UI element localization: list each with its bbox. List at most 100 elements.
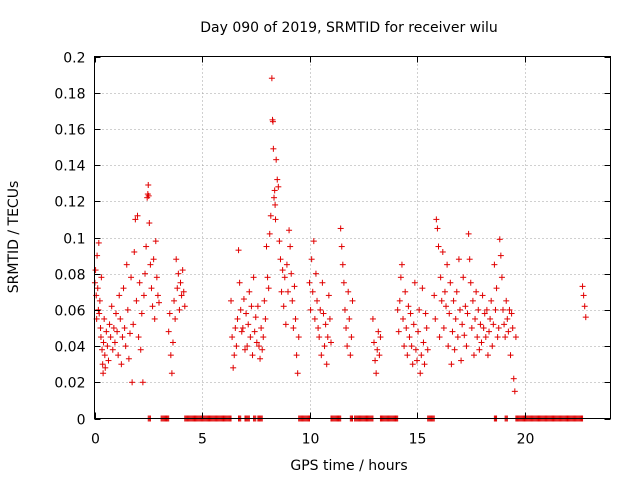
data-point: [139, 379, 146, 386]
data-point: [254, 303, 261, 310]
data-point: [103, 328, 110, 335]
data-point: [509, 325, 516, 331]
data-point: [488, 297, 495, 304]
data-point: [262, 315, 269, 322]
data-point: [432, 315, 439, 322]
data-point: [259, 346, 266, 353]
data-point: [460, 274, 467, 281]
data-point: [416, 306, 423, 313]
axis-ticks: 0 0.02 0.04 0.06 0.08 0.1 0.12 0.14 0.16 0.18 0.2 0…: [54, 51, 611, 448]
data-point: [401, 343, 408, 350]
data-point: [149, 303, 156, 310]
data-point: [271, 194, 278, 201]
data-point: [283, 261, 290, 268]
data-point: [580, 292, 587, 299]
data-point: [253, 339, 260, 346]
data-point: [145, 192, 152, 199]
data-point: [147, 261, 154, 268]
data-point: [402, 288, 409, 295]
data-point: [484, 352, 491, 359]
grid: [94, 56, 611, 419]
data-point: [118, 361, 125, 368]
data-point: [137, 346, 144, 353]
data-point: [454, 334, 461, 341]
data-point: [476, 346, 483, 353]
data-point: [122, 343, 129, 350]
data-point: [116, 292, 123, 299]
data-point: [171, 297, 178, 304]
data-point: [455, 256, 462, 263]
data-point: [449, 328, 456, 335]
data-point: [95, 239, 102, 246]
data-point: [504, 315, 511, 322]
data-point: [92, 267, 99, 274]
y-tick-label: 0.12: [54, 195, 85, 211]
data-point: [265, 285, 272, 292]
data-point: [129, 379, 136, 386]
data-point: [448, 361, 455, 368]
data-point: [410, 321, 417, 328]
data-point: [462, 303, 469, 310]
data-point: [287, 243, 294, 250]
data-point: [438, 297, 445, 304]
data-point: [238, 328, 245, 335]
y-axis-label: SRMTID / TECUs: [6, 181, 22, 294]
data-point: [251, 328, 258, 335]
data-point: [264, 274, 271, 281]
data-point: [156, 299, 162, 306]
data-point: [247, 334, 254, 341]
data-point: [114, 328, 121, 335]
data-point: [397, 274, 404, 281]
data-point: [312, 270, 319, 277]
data-point: [474, 334, 481, 341]
data-point: [436, 334, 443, 341]
data-point: [181, 303, 188, 310]
y-tick-label: 0.2: [63, 51, 85, 67]
data-point: [239, 325, 246, 331]
data-point: [152, 238, 159, 245]
data-point: [512, 334, 519, 341]
data-point: [96, 310, 103, 317]
data-point: [97, 334, 104, 341]
data-point: [295, 334, 302, 341]
data-point: [446, 310, 453, 317]
data-point: [443, 303, 450, 310]
data-point: [492, 306, 499, 313]
y-tick-label: 0.04: [54, 340, 85, 356]
data-point: [328, 339, 334, 346]
data-point: [307, 306, 314, 313]
data-point: [145, 182, 152, 189]
data-point: [280, 303, 287, 310]
data-point: [277, 256, 284, 263]
x-tick-label: 5: [198, 432, 207, 448]
data-point: [422, 310, 429, 317]
data-point: [98, 274, 105, 281]
data-point: [465, 230, 472, 237]
data-point: [491, 261, 498, 268]
data-point: [317, 306, 324, 313]
data-point: [117, 315, 124, 322]
data-point: [154, 292, 161, 299]
data-point: [245, 321, 252, 328]
data-point: [97, 325, 104, 331]
data-point: [108, 303, 115, 310]
data-point: [178, 292, 185, 299]
data-point: [470, 352, 477, 359]
data-point: [493, 285, 500, 292]
data-point: [407, 310, 414, 317]
data-point: [176, 306, 183, 313]
data-point: [248, 303, 255, 310]
data-point: [314, 297, 321, 304]
data-point: [102, 364, 109, 371]
data-point: [276, 238, 283, 245]
data-point: [267, 212, 274, 219]
data-point: [143, 243, 150, 250]
data-point: [169, 339, 176, 346]
y-tick-label: 0.18: [54, 87, 85, 103]
data-point: [477, 321, 484, 328]
data-point: [104, 343, 111, 350]
data-point: [346, 315, 353, 322]
data-point: [272, 216, 279, 223]
data-point: [482, 334, 489, 341]
data-point: [434, 225, 441, 232]
